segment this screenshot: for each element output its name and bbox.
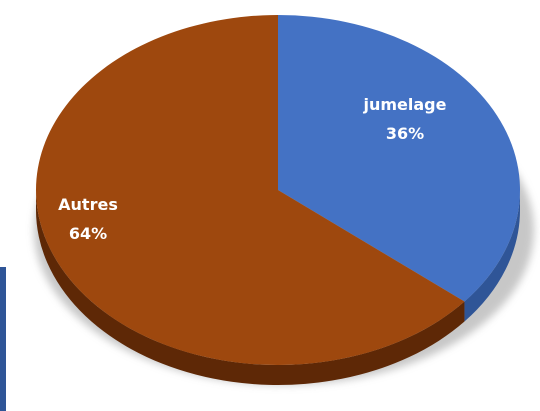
left-accent-bar [0, 267, 6, 411]
slice-label-autres-name: Autres [58, 195, 118, 214]
pie-slices [35, 15, 520, 365]
pie-labels: jumelage 36% Autres 64% [58, 95, 446, 243]
pie-sides [36, 190, 520, 385]
pie-slice-jumelage [278, 15, 520, 302]
slice-label-jumelage-pct: 36% [386, 124, 424, 143]
pie-slice-autres [35, 15, 465, 365]
pie-side-autres [36, 190, 465, 385]
slice-label-autres-pct: 64% [69, 224, 107, 243]
pie-side-jumelage [464, 190, 520, 322]
slice-label-jumelage-name: jumelage [363, 95, 447, 114]
